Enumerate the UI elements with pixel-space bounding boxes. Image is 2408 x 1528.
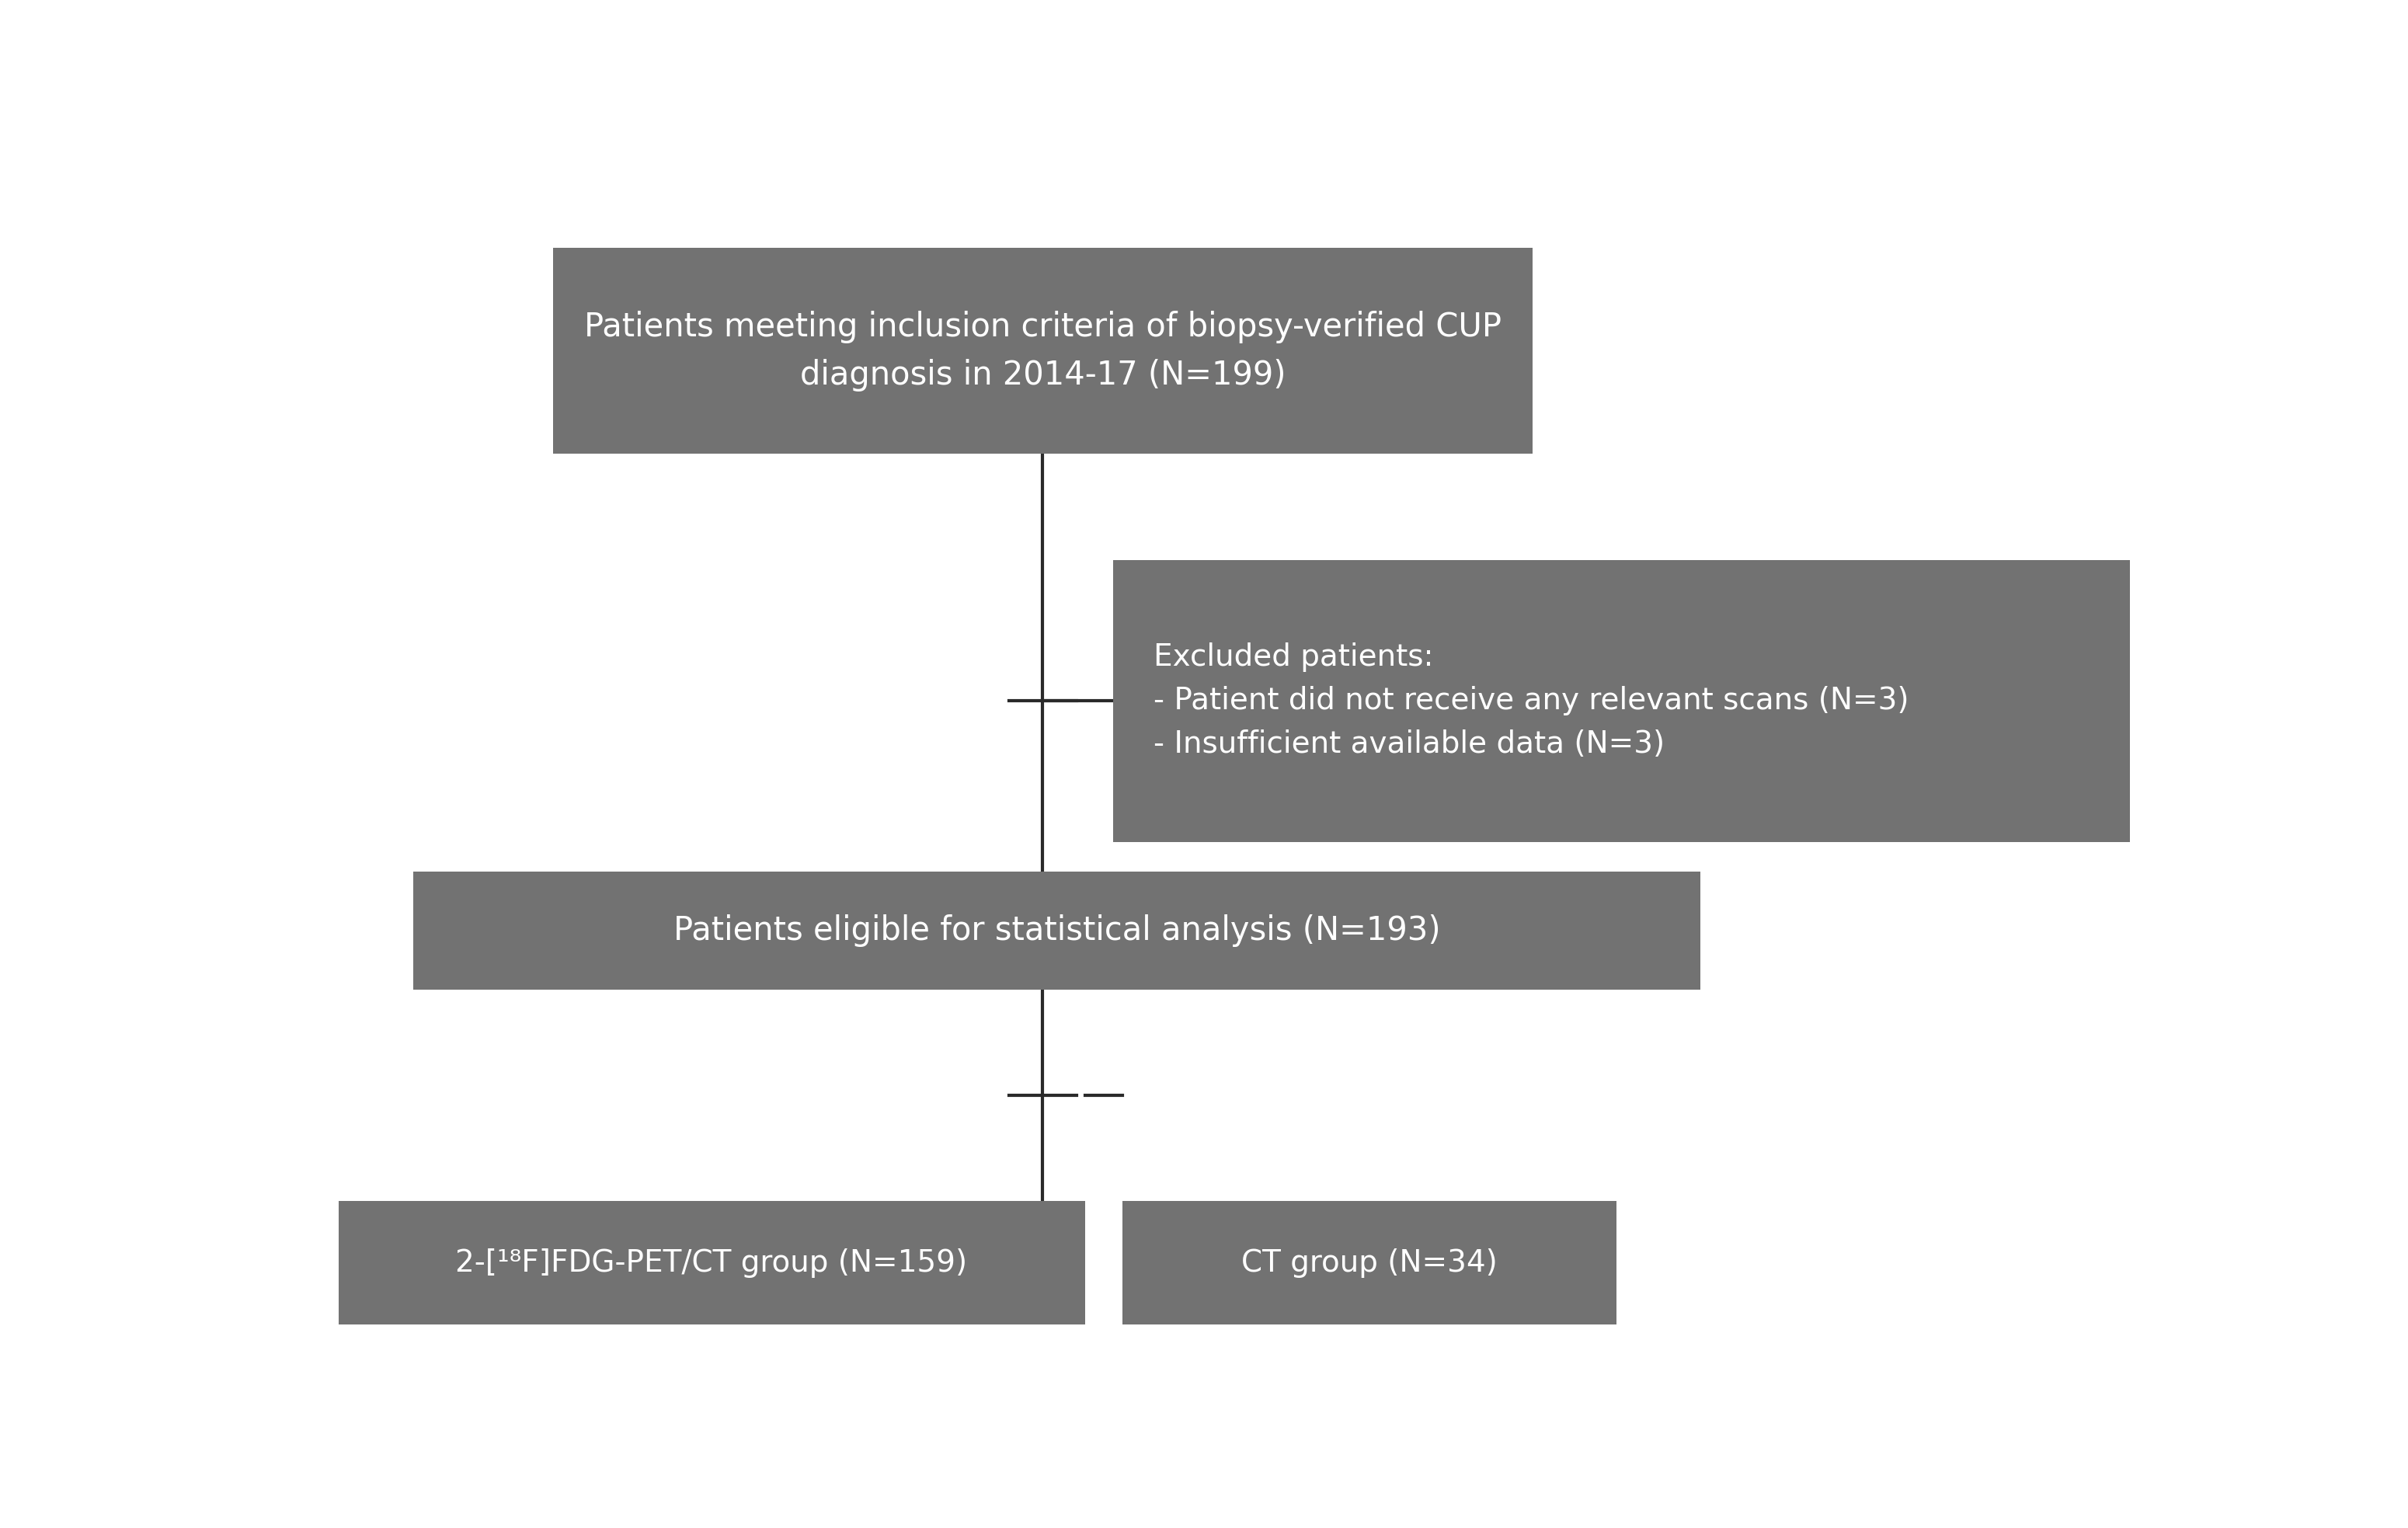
FancyBboxPatch shape: [554, 248, 1534, 454]
FancyBboxPatch shape: [337, 1201, 1086, 1325]
FancyBboxPatch shape: [1112, 559, 2129, 842]
Text: Patients eligible for statistical analysis (N=193): Patients eligible for statistical analys…: [674, 914, 1440, 947]
FancyBboxPatch shape: [1122, 1201, 1616, 1325]
Text: Patients meeting inclusion criteria of biopsy-verified CUP
diagnosis in 2014-17 : Patients meeting inclusion criteria of b…: [585, 310, 1503, 391]
FancyBboxPatch shape: [414, 871, 1700, 989]
Text: 2-[¹⁸F]FDG-PET/CT group (N=159): 2-[¹⁸F]FDG-PET/CT group (N=159): [455, 1248, 968, 1277]
Text: Excluded patients:
- Patient did not receive any relevant scans (N=3)
- Insuffic: Excluded patients: - Patient did not rec…: [1153, 643, 1910, 759]
Text: CT group (N=34): CT group (N=34): [1243, 1248, 1498, 1277]
